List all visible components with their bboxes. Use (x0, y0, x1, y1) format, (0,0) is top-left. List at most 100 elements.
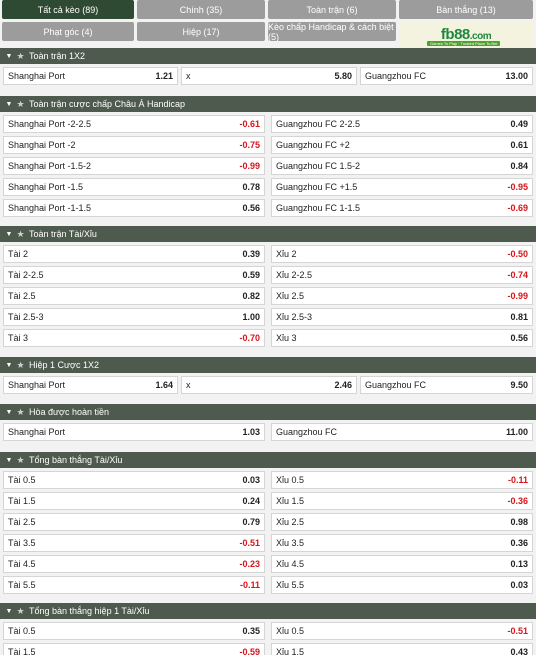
odds-cell[interactable]: Shanghai Port 1.03 (3, 423, 265, 441)
odds-cell[interactable]: Xỉu 3.5 0.36 (271, 534, 533, 552)
chevron-down-icon[interactable]: ▼ (5, 607, 13, 615)
chevron-down-icon[interactable]: ▼ (5, 52, 13, 60)
chevron-down-icon[interactable]: ▼ (5, 408, 13, 416)
odds-label: Xỉu 2.5 (276, 517, 305, 527)
odds-cell[interactable]: Xỉu 1.5 -0.36 (271, 492, 533, 510)
odds-cell[interactable]: Guangzhou FC 1.5-2 0.84 (271, 157, 533, 175)
odds-cell[interactable]: Tài 3.5 -0.51 (3, 534, 265, 552)
odds-label: Guangzhou FC +1.5 (276, 182, 358, 192)
odds-value: 0.81 (510, 312, 528, 322)
odds-value: 13.00 (505, 71, 528, 81)
odds-cell[interactable]: Tài 1.5 0.24 (3, 492, 265, 510)
odds-label: Shanghai Port -1-1.5 (8, 203, 92, 213)
odds-cell[interactable]: Tài 0.5 0.35 (3, 622, 265, 640)
tab-full-match[interactable]: Toàn trận (6) (268, 0, 396, 19)
odds-value: 2.46 (334, 380, 352, 390)
odds-cell[interactable]: Tài 2.5 0.82 (3, 287, 265, 305)
tab-all-markets[interactable]: Tất cả kèo (89) (2, 0, 134, 19)
odds-label: Tài 2 (8, 249, 29, 259)
star-icon[interactable]: ★ (16, 228, 25, 239)
odds-value: 0.84 (510, 161, 528, 171)
tab-goals[interactable]: Bàn thắng (13) (399, 0, 533, 19)
chevron-down-icon[interactable]: ▼ (5, 100, 13, 108)
star-icon[interactable]: ★ (16, 98, 25, 109)
odds-label: Xỉu 2-2.5 (276, 270, 313, 280)
odds-cell[interactable]: Tài 2.5-3 1.00 (3, 308, 265, 326)
odds-cell[interactable]: Guangzhou FC 2-2.5 0.49 (271, 115, 533, 133)
odds-cell[interactable]: Guangzhou FC +1.5 -0.95 (271, 178, 533, 196)
section-header[interactable]: ▼ ★ Hòa được hoàn tiền (0, 404, 536, 420)
odds-cell[interactable]: Tài 1.5 -0.59 (3, 643, 265, 655)
star-icon[interactable]: ★ (16, 605, 25, 616)
tab-halves[interactable]: Hiệp (17) (137, 22, 265, 41)
odds-cell[interactable]: Tài 4.5 -0.23 (3, 555, 265, 573)
chevron-down-icon[interactable]: ▼ (5, 361, 13, 369)
odds-cell[interactable]: Tài 0.5 0.03 (3, 471, 265, 489)
odds-cell[interactable]: Xỉu 2-2.5 -0.74 (271, 266, 533, 284)
odds-value: -0.95 (507, 182, 528, 192)
odds-cell[interactable]: Xỉu 2 -0.50 (271, 245, 533, 263)
tab-main[interactable]: Chính (35) (137, 0, 265, 19)
odds-cell[interactable]: Shanghai Port -1.5-2 -0.99 (3, 157, 265, 175)
star-icon[interactable]: ★ (16, 454, 25, 465)
section-header[interactable]: ▼ ★ Toàn trận Tài/Xỉu (0, 226, 536, 242)
section-title: Toàn trận 1X2 (29, 51, 86, 61)
tab-handicap[interactable]: Kèo chấp Handicap & cách biệt (5) (268, 22, 396, 42)
odds-cell[interactable]: Tài 5.5 -0.11 (3, 576, 265, 594)
odds-cell[interactable]: Xỉu 1.5 0.43 (271, 643, 533, 655)
odds-cell[interactable]: Tài 2 0.39 (3, 245, 265, 263)
section-header[interactable]: ▼ ★ Toàn trận cược chấp Châu Á Handicap (0, 96, 536, 112)
odds-label: Tài 4.5 (8, 559, 36, 569)
odds-cell[interactable]: x 5.80 (181, 67, 357, 85)
odds-value: 0.13 (510, 559, 528, 569)
odds-cell[interactable]: Xỉu 0.5 -0.51 (271, 622, 533, 640)
odds-cell[interactable]: Xỉu 5.5 0.03 (271, 576, 533, 594)
section-header[interactable]: ▼ ★ Hiệp 1 Cược 1X2 (0, 357, 536, 373)
odds-cell[interactable]: Guangzhou FC +2 0.61 (271, 136, 533, 154)
chevron-down-icon[interactable]: ▼ (5, 230, 13, 238)
star-icon[interactable]: ★ (16, 359, 25, 370)
fb88-logo[interactable]: fb88.com Games To Play · Trusted Place T… (399, 21, 533, 47)
odds-cell[interactable]: Xỉu 2.5 0.98 (271, 513, 533, 531)
odds-cell[interactable]: Shanghai Port 1.64 (3, 376, 178, 394)
odds-value: -0.59 (239, 647, 260, 655)
odds-value: 1.64 (155, 380, 173, 390)
odds-cell[interactable]: Guangzhou FC 1-1.5 -0.69 (271, 199, 533, 217)
tab-corners[interactable]: Phạt góc (4) (2, 22, 134, 41)
odds-value: 11.00 (505, 427, 528, 437)
odds-cell[interactable]: Xỉu 2.5 -0.99 (271, 287, 533, 305)
section-title: Tổng bàn thắng Tài/Xỉu (29, 455, 123, 465)
odds-cell[interactable]: Shanghai Port -1.5 0.78 (3, 178, 265, 196)
odds-label: Xỉu 0.5 (276, 626, 305, 636)
odds-value: -0.51 (507, 626, 528, 636)
odds-value: -0.75 (239, 140, 260, 150)
odds-label: Shanghai Port (8, 380, 66, 390)
star-icon[interactable]: ★ (16, 406, 25, 417)
odds-cell[interactable]: Xỉu 0.5 -0.11 (271, 471, 533, 489)
odds-cell[interactable]: Xỉu 3 0.56 (271, 329, 533, 347)
odds-cell[interactable]: Guangzhou FC 9.50 (360, 376, 533, 394)
odds-value: -0.50 (507, 249, 528, 259)
odds-cell[interactable]: Guangzhou FC 11.00 (271, 423, 533, 441)
odds-label: Xỉu 1.5 (276, 647, 305, 655)
odds-cell[interactable]: Tài 2.5 0.79 (3, 513, 265, 531)
odds-label: Xỉu 4.5 (276, 559, 305, 569)
section-header[interactable]: ▼ ★ Tổng bàn thắng hiệp 1 Tài/Xỉu (0, 603, 536, 619)
odds-cell[interactable]: Tài 2-2.5 0.59 (3, 266, 265, 284)
odds-cell[interactable]: Shanghai Port -2 -0.75 (3, 136, 265, 154)
section-header[interactable]: ▼ ★ Tổng bàn thắng Tài/Xỉu (0, 452, 536, 468)
odds-cell[interactable]: Shanghai Port -2-2.5 -0.61 (3, 115, 265, 133)
odds-cell[interactable]: Xỉu 4.5 0.13 (271, 555, 533, 573)
odds-cell[interactable]: x 2.46 (181, 376, 357, 394)
odds-cell[interactable]: Guangzhou FC 13.00 (360, 67, 533, 85)
odds-value: 0.56 (242, 203, 260, 213)
odds-cell[interactable]: Shanghai Port -1-1.5 0.56 (3, 199, 265, 217)
odds-cell[interactable]: Shanghai Port 1.21 (3, 67, 178, 85)
odds-cell[interactable]: Tài 3 -0.70 (3, 329, 265, 347)
section-title: Tổng bàn thắng hiệp 1 Tài/Xỉu (29, 606, 150, 616)
odds-cell[interactable]: Xỉu 2.5-3 0.81 (271, 308, 533, 326)
section-header[interactable]: ▼ ★ Toàn trận 1X2 (0, 48, 536, 64)
odds-label: Guangzhou FC 1.5-2 (276, 161, 361, 171)
chevron-down-icon[interactable]: ▼ (5, 456, 13, 464)
star-icon[interactable]: ★ (16, 50, 25, 61)
